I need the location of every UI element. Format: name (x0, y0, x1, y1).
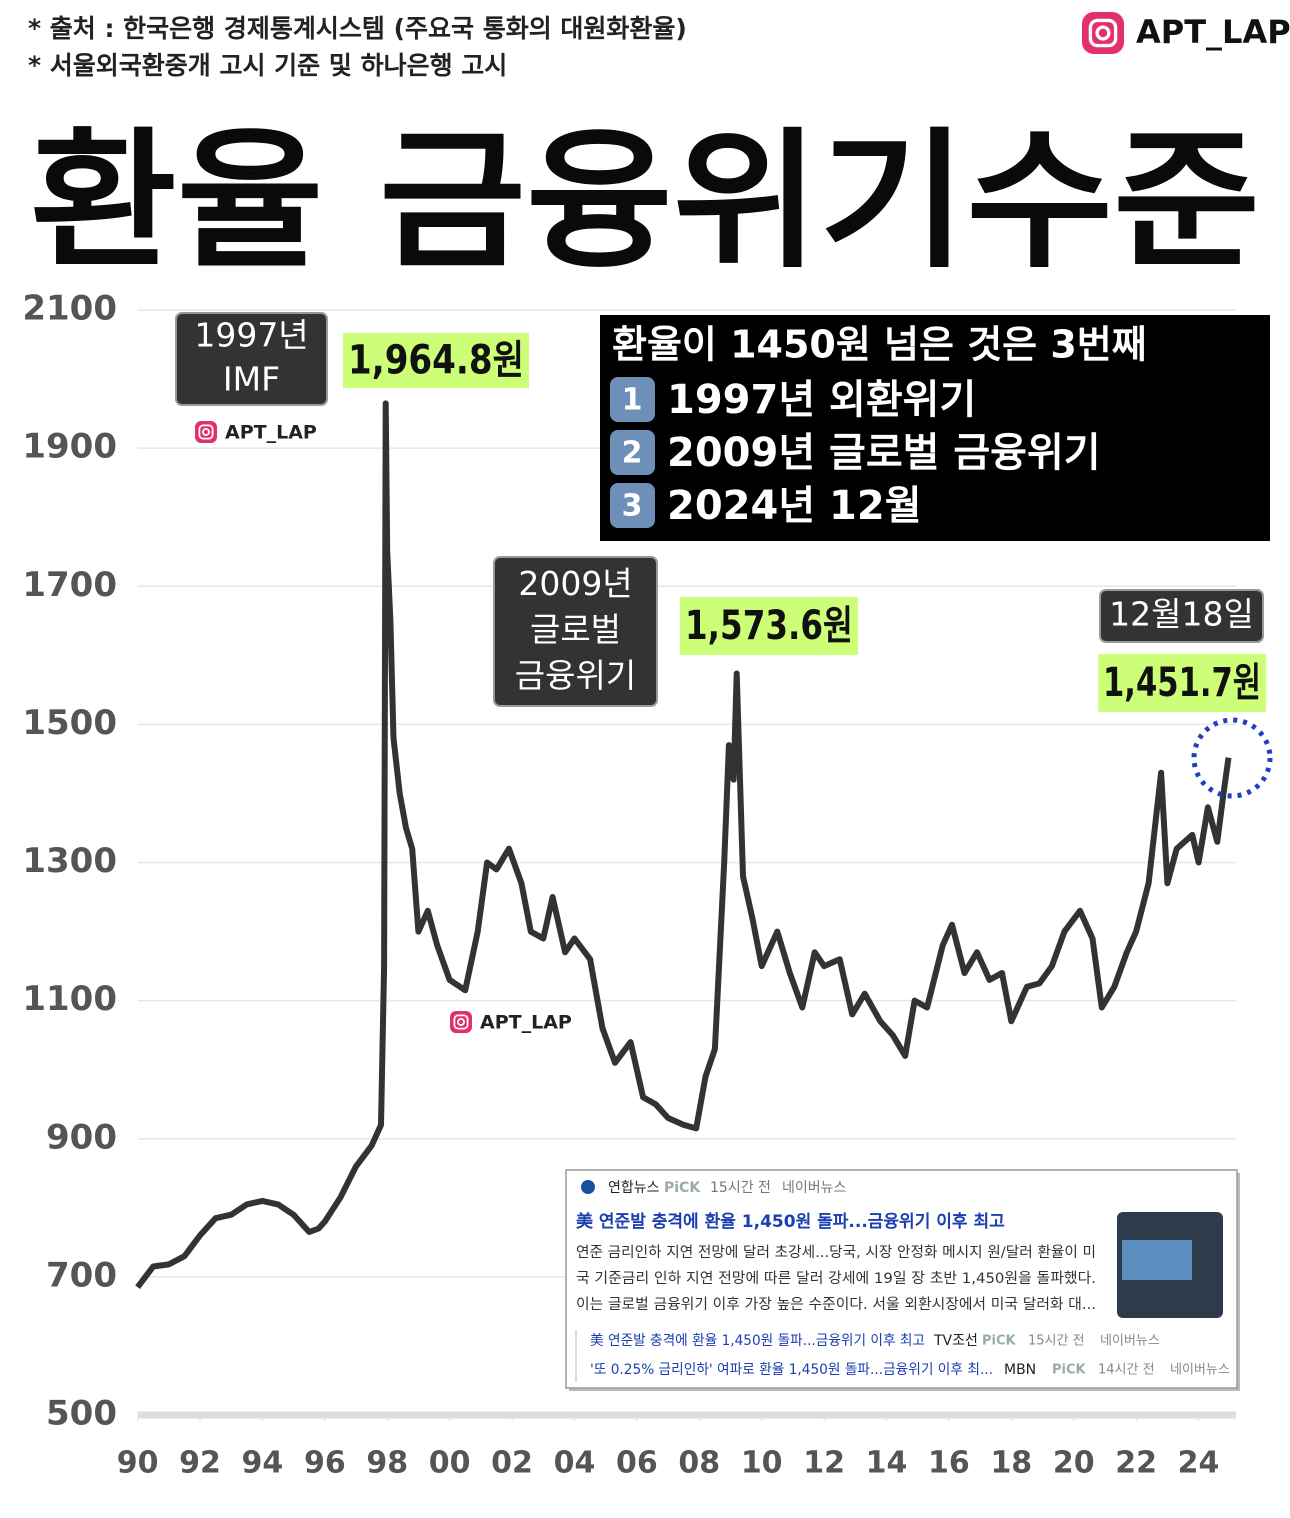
info-item: 2009년 글로벌 금융위기 (667, 430, 1101, 476)
number-icon-label: 1 (622, 383, 643, 418)
annotation-text: 글로벌 (530, 610, 621, 649)
related-platform: 네이버뉴스 (1100, 1334, 1160, 1349)
info-box (600, 315, 1270, 541)
number-icon (610, 483, 655, 528)
y-tick-label: 1700 (22, 565, 117, 605)
number-icon (610, 377, 655, 422)
x-tick-label: 16 (928, 1446, 970, 1481)
y-tick-label: 500 (46, 1394, 117, 1434)
brand-icon (453, 1014, 469, 1030)
related-headline: 美 연준발 충격에 환율 1,450원 돌파...금융위기 이후 최고 (590, 1333, 925, 1349)
info-item: 2024년 12월 (667, 483, 922, 529)
x-tick-label: 10 (741, 1446, 783, 1481)
value-highlight (1098, 654, 1266, 712)
annotation-box (175, 312, 328, 406)
x-tick-label: 14 (866, 1446, 908, 1481)
news-headline: 美 연준발 충격에 환율 1,450원 돌파...금융위기 이후 최고 (576, 1211, 1005, 1232)
x-tick-label: 06 (616, 1446, 658, 1481)
y-tick-label: 700 (46, 1255, 117, 1295)
brand-icon (195, 421, 217, 443)
related-platform: 네이버뉴스 (1170, 1363, 1230, 1378)
related-badge: PiCK (982, 1334, 1017, 1349)
annotation-text: 1997년 (194, 316, 308, 355)
value-annotation: 1,964.8원 (348, 338, 524, 384)
number-icon (610, 430, 655, 475)
related-headline: '또 0.25% 금리인하' 여파로 환율 1,450원 돌파...금융위기 이… (590, 1362, 993, 1378)
annotation-box (493, 556, 658, 707)
source-note: * 출처 : 한국은행 경제통계시스템 (주요국 통화의 대원화환율) (28, 14, 687, 43)
x-tick-label: 08 (678, 1446, 720, 1481)
brand-watermark: APT_LAP (480, 1012, 572, 1034)
news-source: 연합뉴스 (608, 1180, 660, 1196)
x-tick-label: 98 (366, 1446, 408, 1481)
news-badge: PiCK (664, 1180, 701, 1196)
brand-icon (1095, 25, 1111, 41)
annotation-text: 금융위기 (515, 656, 636, 695)
value-highlight (343, 333, 529, 388)
brand: APT_LAP (1136, 13, 1290, 51)
number-icon-label: 3 (622, 489, 643, 524)
y-tick-label: 900 (46, 1117, 117, 1157)
related-time: 14시간 전 (1098, 1363, 1155, 1378)
info-item: 1997년 외환위기 (667, 377, 976, 423)
news-platform: 네이버뉴스 (782, 1180, 847, 1196)
data-line (135, 400, 1232, 1290)
x-tick-label: 04 (554, 1446, 596, 1481)
x-tick-label: 22 (1115, 1446, 1157, 1481)
x-tick-label: 92 (179, 1446, 221, 1481)
brand-icon (450, 1011, 472, 1033)
highlight-circle (1191, 717, 1273, 799)
brand-icon (1082, 12, 1124, 54)
x-tick-label: 12 (803, 1446, 845, 1481)
news-time: 15시간 전 (710, 1180, 771, 1196)
news-thumbnail-screen (1122, 1240, 1192, 1280)
related-badge: PiCK (1052, 1363, 1087, 1378)
annotation-box (1099, 589, 1264, 643)
y-tick-label: 1100 (22, 979, 117, 1019)
y-tick-label: 1500 (22, 703, 117, 743)
brand-icon (198, 424, 214, 440)
x-tick-label: 24 (1178, 1446, 1220, 1481)
annotation-text: IMF (223, 360, 280, 399)
value-highlight (680, 597, 858, 655)
x-tick-label: 90 (117, 1446, 159, 1481)
x-tick-label: 02 (491, 1446, 533, 1481)
y-tick-label: 1900 (22, 427, 117, 467)
y-tick-label: 2100 (22, 289, 117, 329)
related-source: TV조선 (933, 1333, 978, 1349)
value-annotation: 1,451.7원 (1103, 660, 1261, 706)
info-title: 환율이 1450원 넘은 것은 3번째 (612, 323, 1147, 367)
annotation-text: 12월18일 (1109, 595, 1254, 634)
brand-icon (1088, 18, 1118, 48)
number-icon-label: 2 (622, 436, 643, 471)
news-snippet: 연준 금리인하 지연 전망에 달러 초강세...당국, 시장 안정화 메시지 원… (576, 1244, 1096, 1261)
brand-icon (202, 428, 210, 436)
value-annotation: 1,573.6원 (685, 603, 853, 649)
brand-watermark: APT_LAP (225, 422, 317, 444)
y-tick-label: 1300 (22, 841, 117, 881)
news-snippet: 국 기준금리 인하 지연 전망에 따른 달러 강세에 19일 장 초반 1,45… (576, 1270, 1096, 1287)
main-title: 환율 금융위기수준 (30, 115, 1260, 289)
x-tick-label: 00 (429, 1446, 471, 1481)
x-tick-label: 94 (242, 1446, 284, 1481)
x-tick-label: 96 (304, 1446, 346, 1481)
news-snippet: 이는 글로벌 금융위기 이후 가장 높은 수준이다. 서울 외환시장에서 미국 … (576, 1296, 1096, 1313)
related-source: MBN (1004, 1362, 1036, 1378)
x-tick-label: 20 (1053, 1446, 1095, 1481)
annotation-text: 2009년 (518, 564, 632, 603)
source-note: * 서울외국환중개 고시 기준 및 하나은행 고시 (28, 51, 507, 80)
brand-icon (457, 1018, 465, 1026)
related-time: 15시간 전 (1028, 1334, 1085, 1349)
news-logo (581, 1180, 595, 1194)
x-tick-label: 18 (990, 1446, 1032, 1481)
